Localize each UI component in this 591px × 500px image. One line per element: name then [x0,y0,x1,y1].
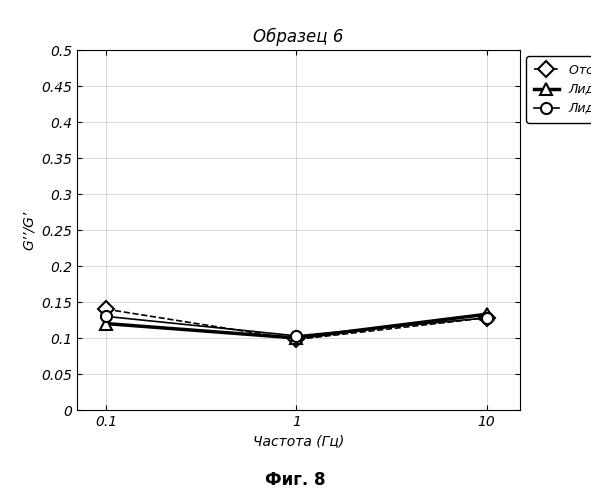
Text: Фиг. 8: Фиг. 8 [265,471,326,489]
Line: Лидо без контроля pH: Лидо без контроля pH [100,311,492,342]
Лидо без контроля pH [293,333,300,339]
Лидо с контролем pH [293,335,300,341]
Line: Лидо с контролем pH: Лидо с контролем pH [100,308,493,344]
Отсутствие Лидо [293,336,300,342]
Title: Образец 6: Образец 6 [253,28,344,46]
X-axis label: Частота (Гц): Частота (Гц) [253,434,344,448]
Лидо без контроля pH [103,314,110,320]
Line: Отсутствие Лидо: Отсутствие Лидо [100,304,492,345]
Отсутствие Лидо [483,315,490,321]
Лидо без контроля pH [483,315,490,321]
Лидо с контролем pH [483,311,490,317]
Y-axis label: G’’/G’: G’’/G’ [21,210,35,250]
Отсутствие Лидо [103,306,110,312]
Legend: Отсутствие Лидо, Лидо с контролем pH, Лидо без контроля pH: Отсутствие Лидо, Лидо с контролем pH, Ли… [527,56,591,123]
Лидо с контролем pH [103,320,110,326]
